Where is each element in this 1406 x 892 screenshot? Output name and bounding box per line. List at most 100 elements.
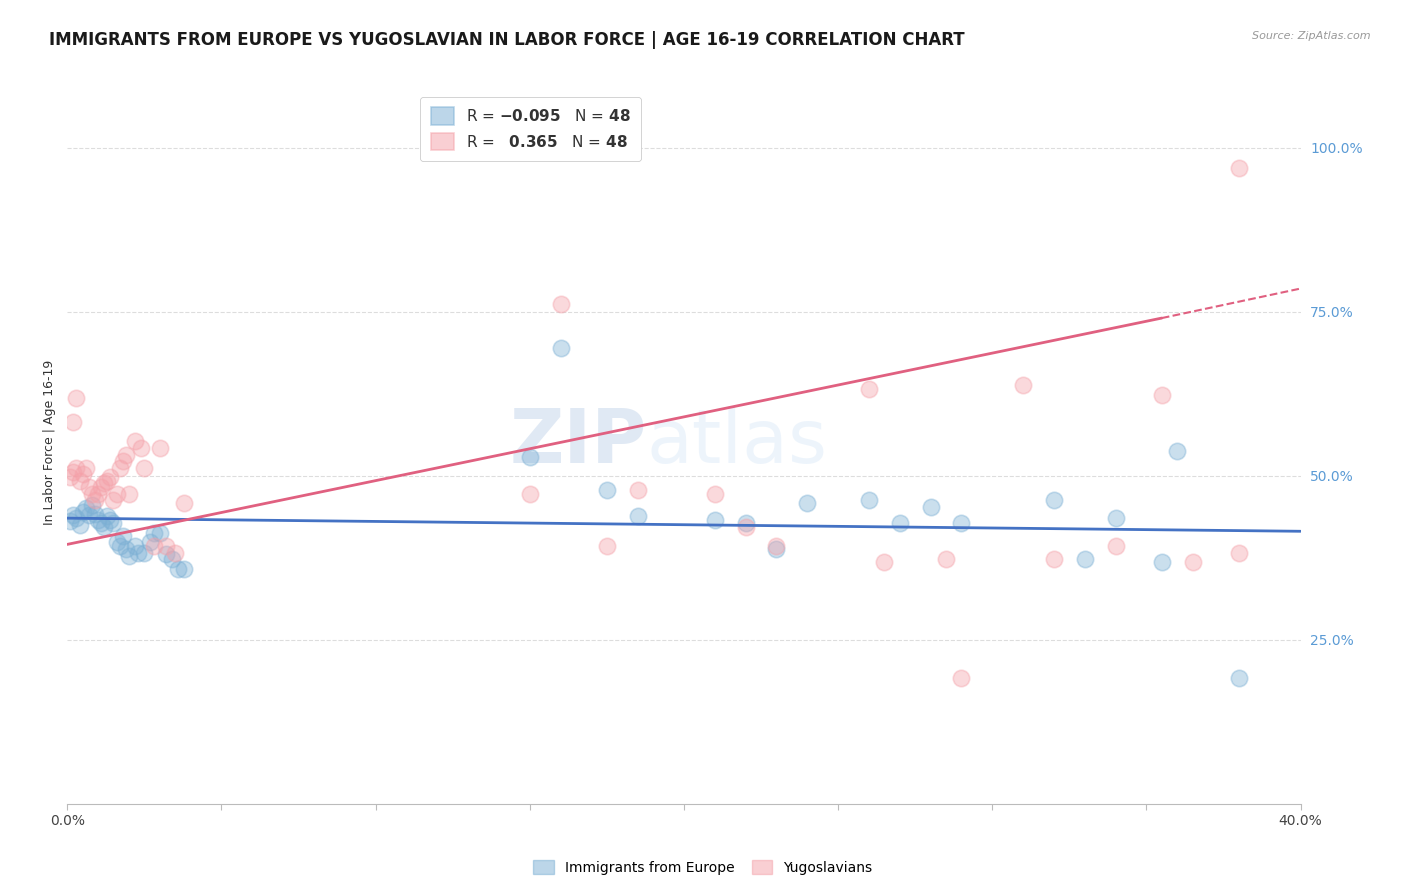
- Point: [519, 450, 541, 464]
- Point: [550, 296, 572, 310]
- Point: [734, 519, 756, 533]
- Text: atlas: atlas: [647, 406, 828, 479]
- Point: [77, 480, 100, 494]
- Point: [950, 516, 973, 530]
- Point: [84, 493, 107, 508]
- Point: [62, 465, 84, 479]
- Point: [627, 509, 650, 524]
- Point: [129, 441, 152, 455]
- Point: [149, 526, 172, 541]
- Point: [889, 516, 911, 530]
- Point: [103, 516, 125, 530]
- Point: [118, 487, 141, 501]
- Point: [75, 460, 97, 475]
- Point: [111, 529, 134, 543]
- Point: [87, 487, 110, 501]
- Y-axis label: In Labor Force | Age 16-19: In Labor Force | Age 16-19: [44, 360, 56, 525]
- Point: [72, 505, 94, 519]
- Point: [765, 541, 787, 556]
- Point: [734, 516, 756, 530]
- Point: [1227, 546, 1250, 560]
- Point: [703, 487, 725, 501]
- Point: [1227, 161, 1250, 176]
- Point: [80, 498, 103, 512]
- Point: [155, 547, 177, 561]
- Legend: Immigrants from Europe, Yugoslavians: Immigrants from Europe, Yugoslavians: [527, 855, 879, 880]
- Point: [62, 508, 84, 522]
- Point: [596, 540, 619, 554]
- Point: [62, 415, 84, 429]
- Point: [72, 467, 94, 482]
- Point: [114, 448, 136, 462]
- Point: [1043, 493, 1066, 508]
- Point: [65, 511, 87, 525]
- Point: [149, 441, 172, 455]
- Point: [765, 540, 787, 554]
- Point: [142, 526, 165, 541]
- Point: [65, 391, 87, 405]
- Point: [108, 460, 131, 475]
- Point: [124, 540, 146, 554]
- Point: [69, 517, 91, 532]
- Point: [627, 483, 650, 497]
- Point: [105, 487, 128, 501]
- Point: [550, 341, 572, 355]
- Point: [703, 513, 725, 527]
- Point: [59, 470, 82, 484]
- Point: [90, 480, 112, 494]
- Point: [873, 555, 896, 569]
- Point: [1104, 511, 1126, 525]
- Point: [108, 540, 131, 554]
- Point: [105, 535, 128, 549]
- Point: [65, 460, 87, 475]
- Point: [80, 487, 103, 501]
- Point: [134, 546, 156, 560]
- Point: [100, 513, 122, 527]
- Point: [93, 476, 115, 491]
- Point: [90, 516, 112, 530]
- Point: [155, 540, 177, 554]
- Point: [96, 474, 118, 488]
- Point: [1073, 552, 1095, 566]
- Point: [1227, 671, 1250, 685]
- Point: [134, 460, 156, 475]
- Point: [1166, 443, 1188, 458]
- Point: [1150, 555, 1173, 569]
- Point: [858, 493, 880, 508]
- Text: IMMIGRANTS FROM EUROPE VS YUGOSLAVIAN IN LABOR FORCE | AGE 16-19 CORRELATION CHA: IMMIGRANTS FROM EUROPE VS YUGOSLAVIAN IN…: [49, 31, 965, 49]
- Point: [160, 552, 183, 566]
- Point: [124, 434, 146, 449]
- Point: [103, 493, 125, 508]
- Point: [96, 509, 118, 524]
- Point: [1043, 552, 1066, 566]
- Point: [167, 562, 190, 576]
- Point: [84, 507, 107, 521]
- Point: [173, 496, 195, 510]
- Point: [858, 382, 880, 396]
- Point: [1012, 378, 1035, 392]
- Point: [111, 454, 134, 468]
- Point: [87, 513, 110, 527]
- Point: [935, 552, 957, 566]
- Point: [173, 562, 195, 576]
- Point: [59, 515, 82, 529]
- Point: [127, 546, 149, 560]
- Point: [1150, 388, 1173, 402]
- Point: [114, 541, 136, 556]
- Point: [77, 508, 100, 522]
- Point: [139, 535, 162, 549]
- Legend: R = $\mathbf{-0.095}$   N = $\mathbf{48}$, R =   $\mathbf{0.365}$   N = $\mathbf: R = $\mathbf{-0.095}$ N = $\mathbf{48}$,…: [420, 96, 641, 161]
- Point: [165, 546, 187, 560]
- Point: [118, 549, 141, 563]
- Text: ZIP: ZIP: [509, 406, 647, 479]
- Point: [93, 519, 115, 533]
- Point: [920, 500, 942, 514]
- Point: [796, 496, 818, 510]
- Point: [69, 474, 91, 488]
- Text: Source: ZipAtlas.com: Source: ZipAtlas.com: [1253, 31, 1371, 41]
- Point: [519, 487, 541, 501]
- Point: [100, 470, 122, 484]
- Point: [142, 540, 165, 554]
- Point: [1181, 555, 1204, 569]
- Point: [1104, 540, 1126, 554]
